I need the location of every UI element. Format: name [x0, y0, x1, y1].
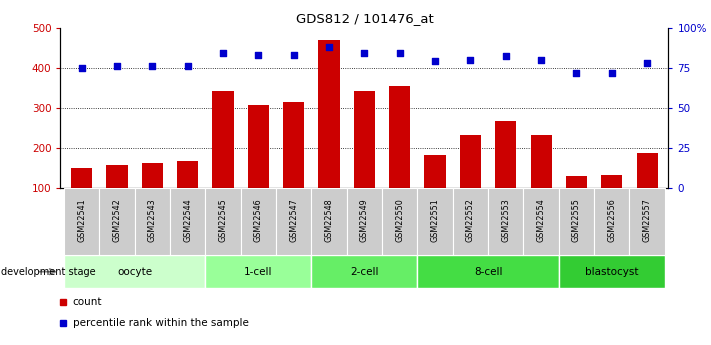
- Bar: [205, 188, 241, 255]
- Text: GSM22547: GSM22547: [289, 198, 298, 242]
- Bar: [276, 188, 311, 255]
- Bar: [453, 188, 488, 255]
- Point: [429, 59, 441, 64]
- Bar: [283, 102, 304, 228]
- Point: [606, 70, 617, 75]
- Bar: [170, 188, 205, 255]
- Text: GSM22541: GSM22541: [77, 198, 86, 242]
- Bar: [495, 121, 516, 228]
- Text: GSM22546: GSM22546: [254, 198, 263, 242]
- Text: GSM22552: GSM22552: [466, 198, 475, 242]
- Bar: [64, 188, 100, 255]
- Point: [112, 63, 123, 69]
- Point: [218, 50, 229, 56]
- Bar: [523, 188, 559, 255]
- Bar: [354, 91, 375, 228]
- Text: GSM22550: GSM22550: [395, 198, 405, 242]
- Text: oocyte: oocyte: [117, 267, 152, 277]
- Text: development stage: development stage: [1, 267, 96, 277]
- Text: GSM22554: GSM22554: [537, 198, 545, 242]
- Text: GSM22557: GSM22557: [643, 198, 652, 242]
- Text: GSM22553: GSM22553: [501, 198, 510, 242]
- Point: [465, 57, 476, 62]
- Bar: [141, 163, 163, 228]
- Bar: [566, 176, 587, 228]
- Bar: [389, 86, 410, 228]
- Bar: [347, 188, 382, 255]
- Text: count: count: [73, 297, 102, 307]
- Point: [324, 44, 335, 50]
- Bar: [213, 91, 234, 228]
- Text: GSM22548: GSM22548: [324, 198, 333, 242]
- Point: [500, 54, 511, 59]
- Bar: [241, 188, 276, 255]
- Bar: [71, 168, 92, 228]
- Bar: [424, 155, 446, 228]
- Point: [394, 50, 405, 56]
- Text: GSM22543: GSM22543: [148, 198, 157, 242]
- Point: [288, 52, 299, 58]
- Text: 1-cell: 1-cell: [244, 267, 272, 277]
- Bar: [602, 175, 622, 228]
- Bar: [205, 255, 311, 288]
- Text: GSM22549: GSM22549: [360, 198, 369, 242]
- Title: GDS812 / 101476_at: GDS812 / 101476_at: [296, 12, 433, 25]
- Bar: [417, 255, 559, 288]
- Bar: [629, 188, 665, 255]
- Bar: [64, 255, 205, 288]
- Point: [535, 57, 547, 62]
- Bar: [417, 188, 453, 255]
- Text: blastocyst: blastocyst: [585, 267, 638, 277]
- Text: percentile rank within the sample: percentile rank within the sample: [73, 318, 248, 327]
- Bar: [177, 161, 198, 228]
- Point: [182, 63, 193, 69]
- Point: [358, 50, 370, 56]
- Point: [146, 63, 158, 69]
- Bar: [530, 135, 552, 228]
- Bar: [594, 188, 629, 255]
- Text: 8-cell: 8-cell: [474, 267, 503, 277]
- Bar: [107, 165, 127, 228]
- Point: [641, 60, 653, 66]
- Text: GSM22555: GSM22555: [572, 198, 581, 242]
- Bar: [311, 255, 417, 288]
- Bar: [319, 40, 340, 228]
- Bar: [247, 105, 269, 228]
- Point: [571, 70, 582, 75]
- Text: GSM22544: GSM22544: [183, 198, 192, 242]
- Bar: [100, 188, 134, 255]
- Text: GSM22551: GSM22551: [431, 198, 439, 242]
- Text: GSM22556: GSM22556: [607, 198, 616, 242]
- Bar: [382, 188, 417, 255]
- Bar: [134, 188, 170, 255]
- Bar: [559, 255, 665, 288]
- Text: GSM22542: GSM22542: [112, 198, 122, 242]
- Bar: [488, 188, 523, 255]
- Bar: [311, 188, 347, 255]
- Bar: [460, 135, 481, 228]
- Point: [76, 65, 87, 70]
- Point: [252, 52, 264, 58]
- Text: GSM22545: GSM22545: [218, 198, 228, 242]
- Bar: [636, 153, 658, 228]
- Text: 2-cell: 2-cell: [350, 267, 379, 277]
- Bar: [559, 188, 594, 255]
